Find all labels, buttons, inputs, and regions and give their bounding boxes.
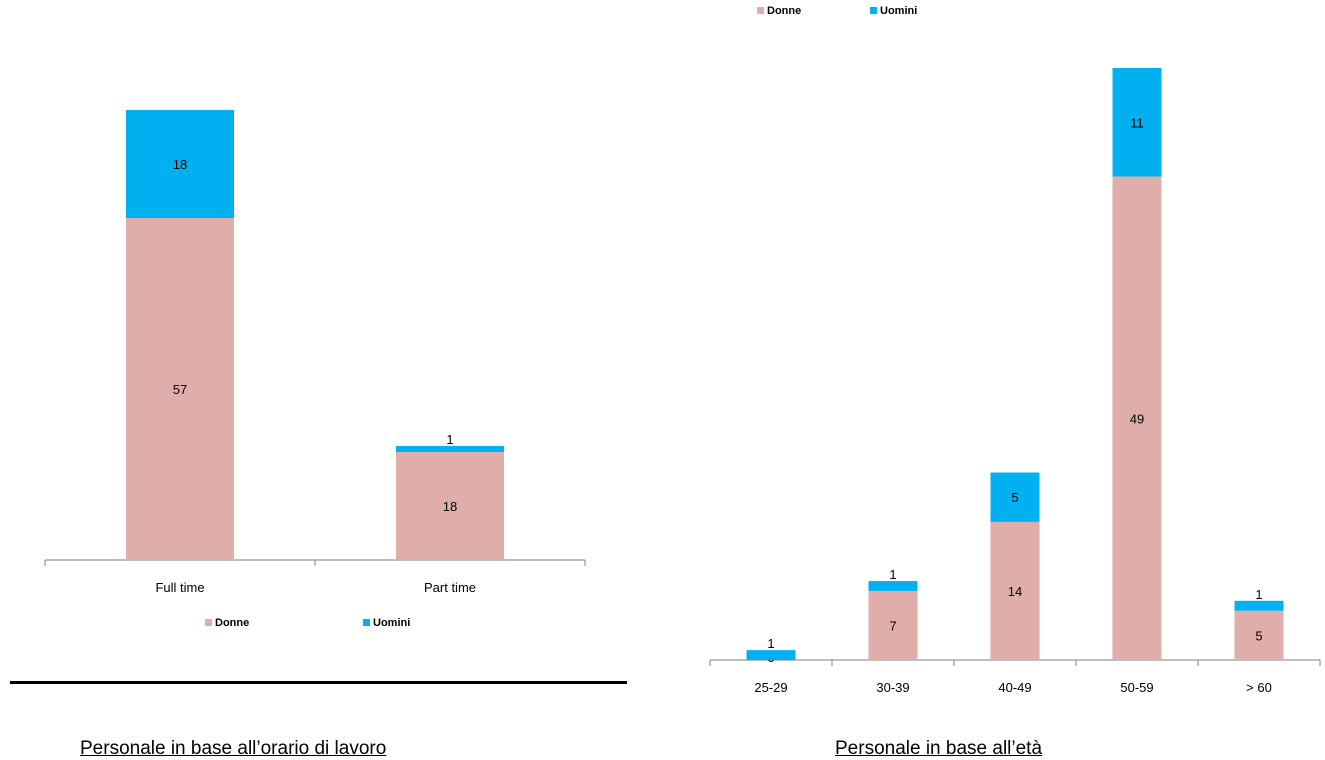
chart-age-legend-label-uomini: Uomini: [880, 5, 917, 17]
chart-age-bar-donne: [990, 521, 1040, 660]
chart-age-data-label: 7: [889, 618, 896, 633]
chart-hours-data-label: 18: [173, 157, 187, 172]
chart-age-data-label: 11: [1130, 115, 1144, 130]
chart-hours-legend-label-donne: Donne: [215, 617, 249, 629]
chart-age-bar-uomini: [1234, 600, 1284, 611]
chart-hours-legend-label-uomini: Uomini: [373, 617, 410, 629]
chart-hours-legend-swatch-donne: [205, 619, 212, 626]
chart-age-bar-uomini: [990, 472, 1040, 522]
chart-age-bar-donne: [1234, 610, 1284, 660]
chart-age-bar-uomini: [746, 650, 796, 660]
chart-hours-bar-uomini: [396, 446, 504, 452]
caption-right: Personale in base all’età: [835, 738, 1043, 759]
chart-hours-bar-donne: [396, 452, 504, 560]
chart-age-legend-label-donne: Donne: [767, 5, 801, 17]
chart-age-tick-label: 50-59: [1120, 680, 1153, 695]
chart-age-data-label: 1: [889, 567, 896, 582]
chart-hours-tick-label: Part time: [424, 580, 476, 595]
chart-hours-tick-label: Full time: [155, 580, 204, 595]
chart-age-legend-swatch-donne: [757, 7, 764, 14]
chart-age-tick-label: 25-29: [754, 680, 787, 695]
chart-hours-data-label: 57: [173, 382, 187, 397]
chart-hours-data-label: 18: [443, 499, 457, 514]
chart-age-tick-label: 40-49: [998, 680, 1031, 695]
chart-age-bar-uomini: [868, 581, 918, 591]
chart-age-bar-donne: [1112, 176, 1162, 661]
chart-hours-bar-uomini: [126, 110, 234, 218]
chart-age-data-label: 14: [1008, 584, 1022, 599]
chart-hours-data-label: 1: [446, 432, 453, 447]
chart-age-data-label: 1: [767, 636, 774, 651]
chart-age-bar-uomini: [1112, 68, 1162, 177]
chart-age-tick-label: 30-39: [876, 680, 909, 695]
chart-age-data-label: 5: [1255, 628, 1262, 643]
chart-age-data-label: 1: [1255, 587, 1262, 602]
chart-hours-bar-donne: [126, 218, 234, 560]
caption-left: Personale in base all’orario di lavoro: [80, 738, 387, 759]
chart-hours-legend-swatch-uomini: [363, 619, 370, 626]
chart-age-tick-label: > 60: [1246, 680, 1272, 695]
chart-age-legend-swatch-uomini: [870, 7, 877, 14]
chart-age-bar-donne: [868, 590, 918, 660]
chart-age-data-label: 5: [1011, 490, 1018, 505]
chart-age-data-label: 49: [1130, 411, 1144, 426]
separator-line: [10, 681, 627, 684]
